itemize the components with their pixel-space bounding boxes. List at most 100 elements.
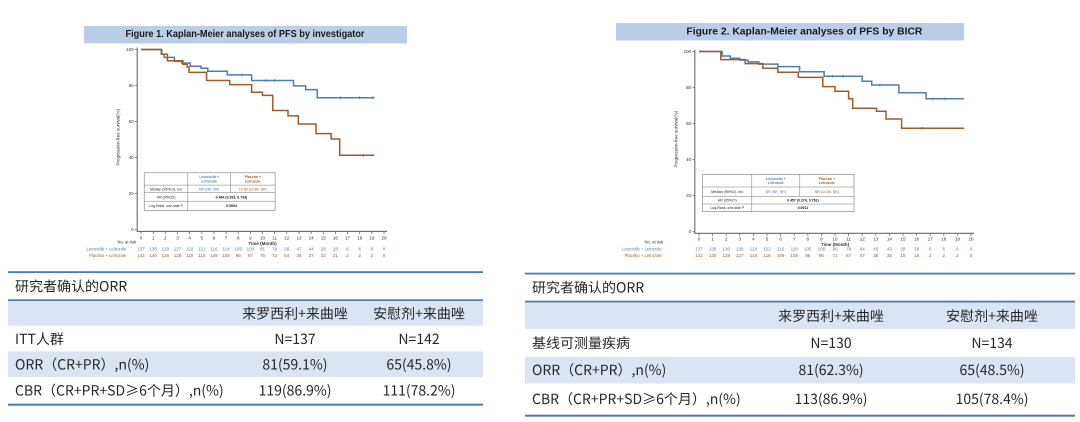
svg-text:8: 8	[807, 237, 810, 242]
svg-text:Placebo + Letrozole: Placebo + Letrozole	[625, 253, 663, 258]
svg-text:2: 2	[929, 253, 932, 258]
svg-text:2: 2	[725, 237, 728, 242]
svg-text:11: 11	[846, 237, 851, 242]
svg-text:128: 128	[722, 253, 730, 258]
svg-text:119: 119	[186, 253, 194, 258]
svg-text:136: 136	[709, 246, 717, 251]
svg-text:1: 1	[711, 237, 714, 242]
svg-text:100: 100	[247, 246, 255, 251]
svg-text:109: 109	[210, 253, 218, 258]
svg-text:105: 105	[818, 246, 826, 251]
svg-text:22: 22	[321, 253, 327, 258]
svg-text:4: 4	[752, 237, 755, 242]
svg-text:116: 116	[763, 253, 771, 258]
svg-text:10: 10	[832, 237, 838, 242]
svg-text:HR (95%CI): HR (95%CI)	[157, 195, 176, 199]
svg-text:40: 40	[686, 157, 692, 162]
svg-text:127: 127	[736, 253, 744, 258]
svg-text:0.464 (0.293, 0.733): 0.464 (0.293, 0.733)	[216, 195, 248, 199]
svg-text:18: 18	[914, 253, 920, 258]
svg-text:6: 6	[346, 246, 349, 251]
svg-text:0: 0	[698, 237, 701, 242]
svg-text:8: 8	[237, 236, 240, 241]
svg-text:105: 105	[234, 246, 242, 251]
svg-text:19: 19	[955, 237, 961, 242]
svg-text:60: 60	[129, 119, 135, 124]
svg-text:0: 0	[131, 227, 134, 232]
svg-text:137: 137	[137, 246, 145, 251]
svg-text:18: 18	[900, 253, 906, 258]
svg-text:142: 142	[137, 253, 145, 258]
svg-text:0: 0	[689, 229, 692, 234]
svg-text:109: 109	[777, 253, 785, 258]
svg-text:10: 10	[260, 236, 266, 241]
svg-text:119: 119	[750, 253, 758, 258]
svg-text:114: 114	[222, 246, 230, 251]
svg-text:19.56 (12.84, NR): 19.56 (12.84, NR)	[239, 187, 267, 191]
svg-text:Log-Rank, one-side P: Log-Rank, one-side P	[149, 204, 184, 208]
svg-text:116: 116	[210, 246, 218, 251]
svg-text:36: 36	[873, 253, 879, 258]
svg-text:39: 39	[296, 253, 302, 258]
svg-text:Letrozole: Letrozole	[245, 179, 261, 183]
svg-text:No. at risk: No. at risk	[644, 240, 664, 245]
svg-text:116: 116	[777, 246, 785, 251]
svg-text:60: 60	[686, 121, 692, 126]
svg-text:81: 81	[260, 246, 266, 251]
svg-text:28: 28	[900, 246, 906, 251]
svg-text:Lerociclib +: Lerociclib +	[766, 177, 786, 181]
svg-text:9: 9	[820, 237, 823, 242]
svg-text:137: 137	[695, 246, 703, 251]
svg-text:0: 0	[383, 253, 386, 258]
svg-text:NR (14.65, NR): NR (14.65, NR)	[815, 190, 839, 194]
svg-text:2: 2	[943, 253, 946, 258]
svg-text:Progression-free survival(%): Progression-free survival(%)	[674, 110, 679, 167]
svg-text:Lerociclib + Letrozole: Lerociclib + Letrozole	[622, 246, 662, 251]
svg-text:9: 9	[249, 236, 252, 241]
svg-text:6: 6	[956, 246, 959, 251]
svg-text:45: 45	[873, 246, 879, 251]
svg-text:28: 28	[333, 246, 339, 251]
svg-text:97: 97	[248, 253, 254, 258]
svg-text:18: 18	[941, 237, 947, 242]
svg-text:Letrozole: Letrozole	[819, 181, 835, 185]
svg-text:6: 6	[213, 236, 216, 241]
svg-text:12: 12	[284, 236, 290, 241]
svg-text:66: 66	[284, 246, 290, 251]
svg-text:129: 129	[162, 246, 170, 251]
svg-text:28: 28	[914, 246, 920, 251]
svg-text:95: 95	[819, 253, 825, 258]
svg-text:Progression-free survival(%): Progression-free survival(%)	[116, 108, 121, 165]
svg-text:80: 80	[686, 85, 692, 90]
svg-text:5: 5	[766, 237, 769, 242]
svg-text:15: 15	[321, 236, 327, 241]
svg-text:72: 72	[272, 253, 278, 258]
svg-text:105: 105	[804, 246, 812, 251]
svg-text:71: 71	[832, 253, 838, 258]
svg-text:127: 127	[174, 246, 182, 251]
svg-text:20: 20	[381, 236, 387, 241]
svg-text:19: 19	[369, 236, 375, 241]
svg-text:96: 96	[805, 253, 811, 258]
svg-text:13: 13	[873, 237, 879, 242]
svg-text:3: 3	[176, 236, 179, 241]
svg-text:2: 2	[164, 236, 167, 241]
svg-text:0: 0	[970, 246, 973, 251]
svg-text:80: 80	[832, 246, 838, 251]
svg-text:5: 5	[200, 236, 203, 241]
svg-text:Time (Month): Time (Month)	[821, 242, 850, 247]
svg-text:98: 98	[236, 253, 242, 258]
svg-text:18: 18	[357, 236, 363, 241]
svg-text:2: 2	[358, 253, 361, 258]
svg-text:17: 17	[928, 237, 934, 242]
svg-text:79: 79	[272, 246, 278, 251]
svg-text:54: 54	[284, 253, 290, 258]
svg-text:7: 7	[793, 237, 796, 242]
svg-text:47: 47	[860, 253, 866, 258]
svg-text:35: 35	[887, 253, 893, 258]
svg-text:0: 0	[140, 236, 143, 241]
svg-text:0: 0	[383, 246, 386, 251]
svg-text:17: 17	[345, 236, 351, 241]
svg-text:43: 43	[887, 246, 893, 251]
svg-text:2: 2	[371, 253, 374, 258]
